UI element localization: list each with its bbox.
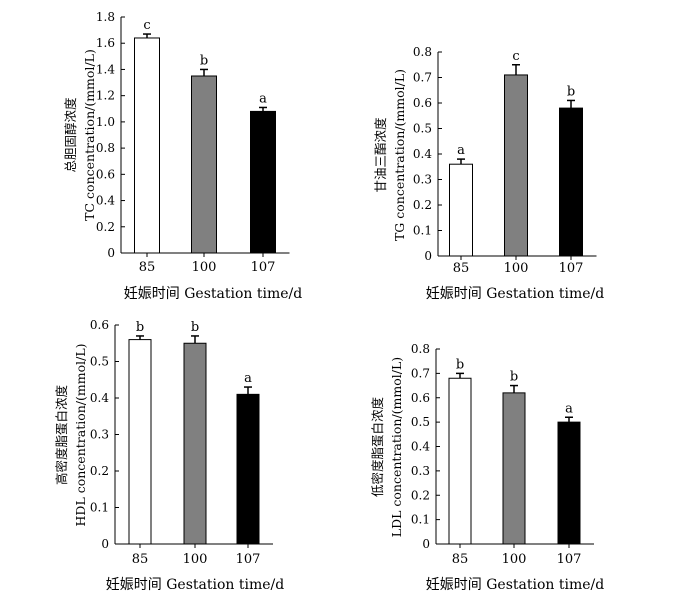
y-tick-label: 0.5 (411, 415, 430, 429)
y-tick-label: 0.7 (411, 366, 430, 380)
bar (449, 163, 473, 257)
y-tick-label: 0.5 (90, 355, 109, 369)
y-tick-label: 1.2 (96, 89, 115, 103)
y-tick-label: 0.6 (411, 391, 430, 405)
x-tick-label: 107 (251, 260, 276, 275)
y-tick-label: 0.1 (90, 501, 109, 515)
x-axis-title: 妊娠时间 Gestation time/d (124, 286, 302, 302)
significance-label: b (456, 357, 464, 372)
bar (504, 74, 528, 257)
panel-tc: 0 0.2 0.4 0.6 0.8 1.0 1.2 1.4 1.6 1.8 c 85 b 100 a 107 妊… (63, 10, 302, 302)
panel-ldl: 0 0.1 0.2 0.3 0.4 0.5 0.6 0.7 0.8 b 85 b 100 a 107 妊娠时间… (370, 342, 604, 593)
y-tick-label: 0.8 (96, 141, 115, 155)
y-tick-label: 0 (101, 537, 109, 551)
y-tick-label: 0.2 (90, 464, 109, 478)
y-tick-label: 0.6 (96, 167, 115, 181)
significance-label: c (512, 49, 519, 64)
y-tick-label: 0.3 (411, 464, 430, 478)
y-tick-label: 0.4 (96, 194, 115, 208)
bar (134, 37, 160, 254)
y-tick-label: 0.5 (413, 122, 432, 136)
x-tick-label: 100 (183, 552, 208, 567)
significance-label: b (510, 370, 518, 385)
y-tick-label: 0.4 (413, 147, 432, 161)
y-axis-title-en: LDL concentration/(mmol/L) (389, 357, 404, 537)
x-tick-label: 107 (559, 261, 584, 276)
significance-label: a (244, 371, 252, 386)
y-axis-title-cn: 高密度脂蛋白浓度 (54, 385, 69, 486)
y-tick-label: 0.7 (413, 71, 432, 85)
panel-tg: 0 0.1 0.2 0.3 0.4 0.5 0.6 0.7 0.8 a 85 c 100 b 107 妊娠时间… (373, 45, 604, 302)
y-tick-label: 0 (107, 246, 115, 260)
significance-label: a (457, 143, 465, 158)
y-tick-label: 0.2 (411, 488, 430, 502)
significance-label: b (567, 84, 575, 99)
y-tick-label: 0.2 (96, 220, 115, 234)
y-tick-label: 0.4 (90, 391, 109, 405)
x-tick-label: 85 (132, 552, 149, 567)
significance-label: b (136, 320, 144, 335)
y-tick-label: 0.8 (411, 342, 430, 356)
y-tick-label: 0.3 (413, 173, 432, 187)
bar (236, 393, 260, 545)
y-tick-label: 0.6 (413, 96, 432, 110)
x-tick-label: 100 (502, 552, 527, 567)
y-tick-label: 0.2 (413, 198, 432, 212)
bar (448, 377, 472, 545)
y-tick-label: 0.4 (411, 440, 430, 454)
y-tick-label: 0.6 (90, 318, 109, 332)
y-tick-label: 0.1 (413, 224, 432, 238)
significance-label: c (143, 18, 150, 33)
x-tick-label: 85 (452, 552, 469, 567)
y-axis-title-cn: 甘油三酯浓度 (373, 117, 388, 193)
y-tick-label: 0 (424, 249, 432, 263)
y-tick-label: 0.8 (413, 45, 432, 59)
significance-label: b (200, 53, 208, 68)
y-tick-label: 0.1 (411, 513, 430, 527)
x-tick-label: 100 (504, 261, 529, 276)
y-tick-label: 0 (422, 537, 430, 551)
y-tick-label: 1.6 (96, 36, 115, 50)
bar (191, 75, 217, 254)
bar (128, 339, 152, 545)
bar (250, 110, 276, 254)
bar (559, 107, 583, 257)
x-axis-title: 妊娠时间 Gestation time/d (426, 286, 604, 302)
y-axis-title-en: HDL concentration/(mmol/L) (73, 344, 88, 527)
y-axis-title-cn: 总胆固醇浓度 (63, 97, 78, 173)
y-tick-label: 1.0 (96, 115, 115, 129)
x-tick-label: 107 (557, 552, 582, 567)
y-tick-label: 1.4 (96, 62, 115, 76)
y-tick-label: 1.8 (96, 10, 115, 24)
bar (557, 421, 581, 545)
y-axis-title-en: TC concentration/(mmol/L) (82, 49, 97, 221)
panel-hdl: 0 0.1 0.2 0.3 0.4 0.5 0.6 b 85 b 100 a 107 妊娠时间 Gesta… (54, 318, 284, 593)
y-axis-title-en: TG concentration/(mmol/L) (392, 69, 407, 241)
bar (502, 392, 526, 545)
y-tick-label: 0.3 (90, 428, 109, 442)
x-tick-label: 85 (139, 260, 156, 275)
significance-label: a (565, 401, 573, 416)
x-axis-title: 妊娠时间 Gestation time/d (106, 577, 284, 593)
x-tick-label: 100 (192, 260, 217, 275)
significance-label: b (191, 320, 199, 335)
y-axis-title-cn: 低密度脂蛋白浓度 (370, 397, 385, 498)
x-tick-label: 85 (453, 261, 470, 276)
significance-label: a (259, 91, 267, 106)
x-tick-label: 107 (236, 552, 261, 567)
x-axis-title: 妊娠时间 Gestation time/d (426, 577, 604, 593)
bar (183, 342, 207, 545)
